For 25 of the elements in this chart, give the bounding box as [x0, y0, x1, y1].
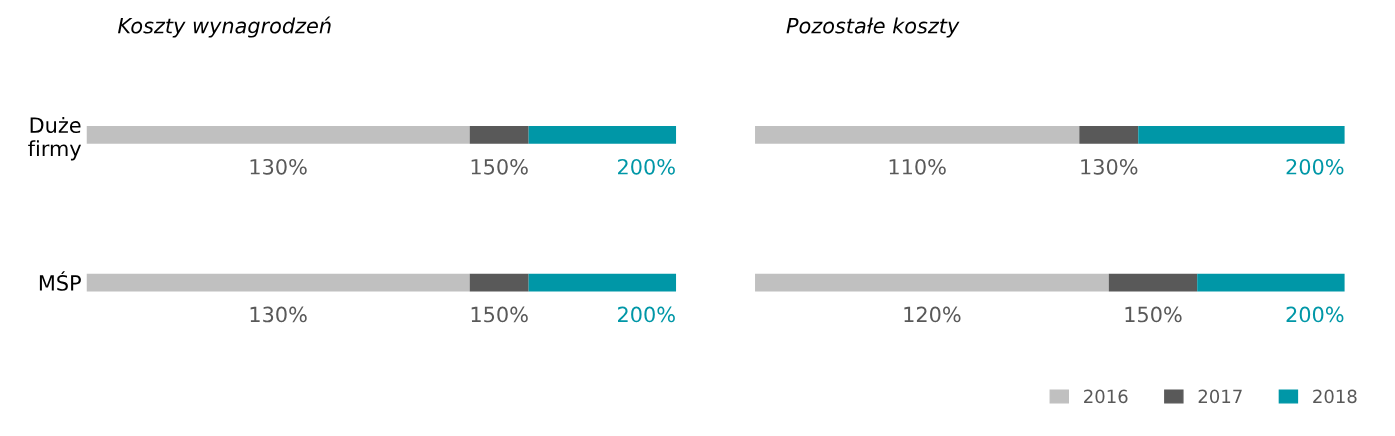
- bar: [1138, 126, 1345, 144]
- annotation: 130%: [250, 306, 307, 323]
- annotation: 200%: [618, 306, 675, 323]
- y-tick-label: Duże firmy: [28, 116, 82, 161]
- annotation: 150%: [1125, 306, 1182, 323]
- bar: [1079, 126, 1139, 144]
- legend-label: 2018: [1313, 389, 1357, 404]
- chart-title: Koszty wynagrodzeń: [118, 16, 331, 38]
- chart-title: Pozostałe koszty: [786, 17, 960, 38]
- annotation: 120%: [904, 306, 961, 323]
- bar: [755, 273, 1109, 292]
- bar: [1197, 273, 1345, 292]
- annotation: 150%: [471, 158, 528, 175]
- annotation: 150%: [471, 306, 528, 323]
- annotation: 200%: [618, 158, 675, 175]
- annotation: 110%: [889, 158, 946, 175]
- annotation: 200%: [1286, 158, 1344, 175]
- y-tick-label: MŚP: [39, 271, 81, 291]
- bar: [755, 126, 1080, 144]
- legend-label: 2017: [1198, 389, 1242, 404]
- annotation: 130%: [250, 158, 307, 175]
- bar: [1108, 273, 1198, 292]
- annotation: 130%: [1081, 158, 1138, 175]
- annotation: 200%: [1286, 306, 1344, 323]
- legend-label: 2016: [1084, 389, 1128, 404]
